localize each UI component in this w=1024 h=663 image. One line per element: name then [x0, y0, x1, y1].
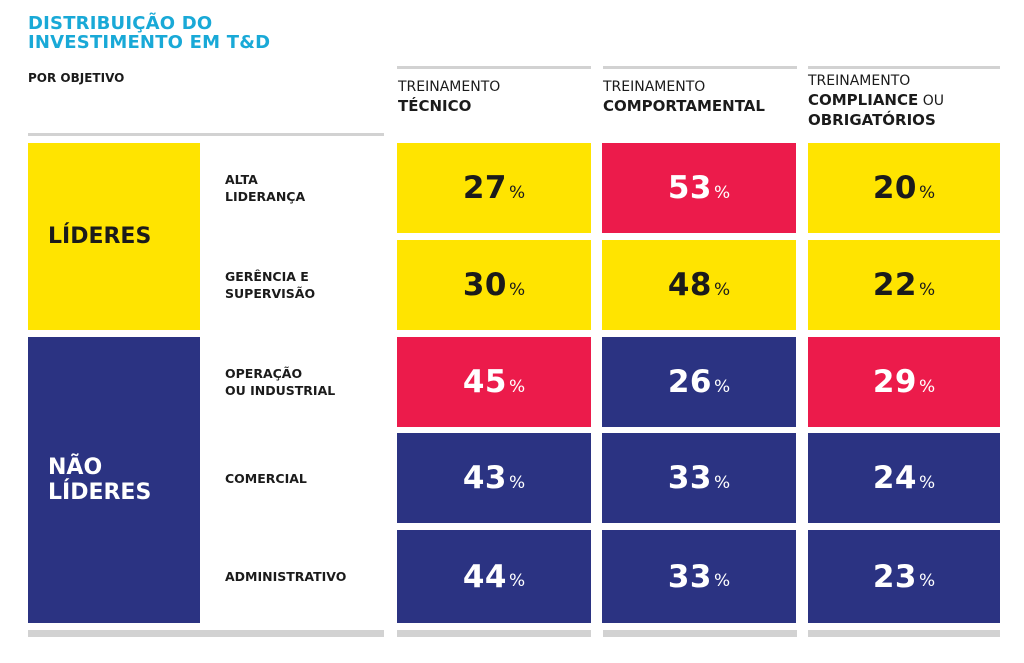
- percent-sign: %: [713, 376, 731, 397]
- row-label-text: OPERAÇÃO OU INDUSTRIAL: [225, 366, 336, 398]
- header-rule-col-3: [808, 66, 1000, 69]
- row-label-text: ADMINISTRATIVO: [225, 569, 347, 584]
- value-cell-r1-c3: 20%: [808, 143, 1000, 233]
- column-header-main-2: OBRIGATÓRIOS: [808, 111, 936, 129]
- footer-rule-col-1: [397, 630, 591, 637]
- row-label-text: COMERCIAL: [225, 470, 307, 486]
- row-label-gerencia: GERÊNCIA E SUPERVISÃO: [225, 240, 385, 330]
- value-cell-r2-c3: 22%: [808, 240, 1000, 330]
- value-cell-r3-c2: 26%: [602, 337, 796, 427]
- percent-sign: %: [713, 182, 731, 203]
- column-header-main: TÉCNICO: [398, 97, 472, 115]
- value-label: 48: [667, 267, 712, 303]
- column-header-prefix: TREINAMENTO: [398, 79, 501, 95]
- value-label: 30: [462, 267, 507, 303]
- value-label: 22: [872, 267, 917, 303]
- row-label-administrativo: ADMINISTRATIVO: [225, 530, 385, 623]
- row-label-text: GERÊNCIA E SUPERVISÃO: [225, 269, 316, 301]
- chart-title: DISTRIBUIÇÃO DO INVESTIMENTO EM T&D: [28, 14, 270, 52]
- value-cell-r5-c2: 33%: [602, 530, 796, 623]
- value-label: 33: [667, 558, 712, 595]
- value-label: 33: [667, 460, 712, 496]
- percent-sign: %: [713, 472, 731, 493]
- percent-sign: %: [713, 279, 731, 300]
- value-cell-r4-c3: 24%: [808, 433, 1000, 523]
- value-cell-r3-c3: 29%: [808, 337, 1000, 427]
- group-label: LÍDERES: [48, 224, 152, 249]
- value-cell-r4-c2: 33%: [602, 433, 796, 523]
- footer-rule-col-3: [808, 630, 1000, 637]
- percent-sign: %: [508, 182, 526, 203]
- value-label: 53: [667, 170, 712, 206]
- value-label: 24: [872, 460, 917, 496]
- column-header-main: COMPORTAMENTAL: [603, 97, 765, 115]
- value-cell-r1-c2: 53%: [602, 143, 796, 233]
- value-label: 43: [462, 460, 507, 496]
- header-rule-col-1: [397, 66, 591, 69]
- column-header-prefix: TREINAMENTO: [603, 79, 706, 95]
- group-lideres: LÍDERES: [28, 143, 200, 330]
- group-nao-lideres: NÃO LÍDERES: [28, 337, 200, 623]
- column-header-connector: OU: [918, 93, 944, 109]
- row-label-comercial: COMERCIAL: [225, 433, 385, 523]
- row-label-alta-lideranca: ALTA LIDERANÇA: [225, 143, 385, 233]
- percent-sign: %: [918, 182, 936, 203]
- percent-sign: %: [508, 571, 526, 591]
- percent-sign: %: [918, 472, 936, 493]
- header-rule-left: [28, 133, 384, 136]
- value-cell-r3-c1: 45%: [397, 337, 591, 427]
- column-header-main: COMPLIANCE: [808, 91, 919, 109]
- value-label: 20: [872, 170, 917, 206]
- column-header-tecnico: TREINAMENTO TÉCNICO: [398, 78, 594, 117]
- percent-sign: %: [918, 376, 936, 397]
- column-header-comportamental: TREINAMENTO COMPORTAMENTAL: [603, 78, 799, 117]
- chart-title-line-2: INVESTIMENTO EM T&D: [28, 32, 271, 53]
- percent-sign: %: [713, 571, 731, 591]
- value-label: 27: [462, 170, 507, 206]
- chart-subtitle: POR OBJETIVO: [28, 71, 125, 85]
- percent-sign: %: [508, 279, 526, 300]
- footer-rule-col-2: [603, 630, 797, 637]
- column-header-prefix: TREINAMENTO: [808, 73, 911, 89]
- value-label: 44: [462, 558, 507, 595]
- percent-sign: %: [508, 376, 526, 397]
- column-header-compliance: TREINAMENTO COMPLIANCE OU OBRIGATÓRIOS: [808, 72, 1004, 131]
- group-label: NÃO LÍDERES: [48, 455, 152, 505]
- value-cell-r4-c1: 43%: [397, 433, 591, 523]
- percent-sign: %: [918, 279, 936, 300]
- value-cell-r5-c1: 44%: [397, 530, 591, 623]
- header-rule-col-2: [603, 66, 797, 69]
- footer-rule-left: [28, 630, 384, 637]
- value-label: 29: [872, 364, 917, 400]
- percent-sign: %: [918, 571, 936, 591]
- value-cell-r2-c2: 48%: [602, 240, 796, 330]
- percent-sign: %: [508, 472, 526, 493]
- value-label: 26: [667, 364, 712, 400]
- value-label: 23: [872, 558, 917, 595]
- value-label: 45: [462, 364, 507, 400]
- row-label-operacao: OPERAÇÃO OU INDUSTRIAL: [225, 337, 385, 427]
- value-cell-r1-c1: 27%: [397, 143, 591, 233]
- value-cell-r5-c3: 23%: [808, 530, 1000, 623]
- row-label-text: ALTA LIDERANÇA: [225, 172, 306, 204]
- chart-title-line-1: DISTRIBUIÇÃO DO: [28, 13, 213, 34]
- value-cell-r2-c1: 30%: [397, 240, 591, 330]
